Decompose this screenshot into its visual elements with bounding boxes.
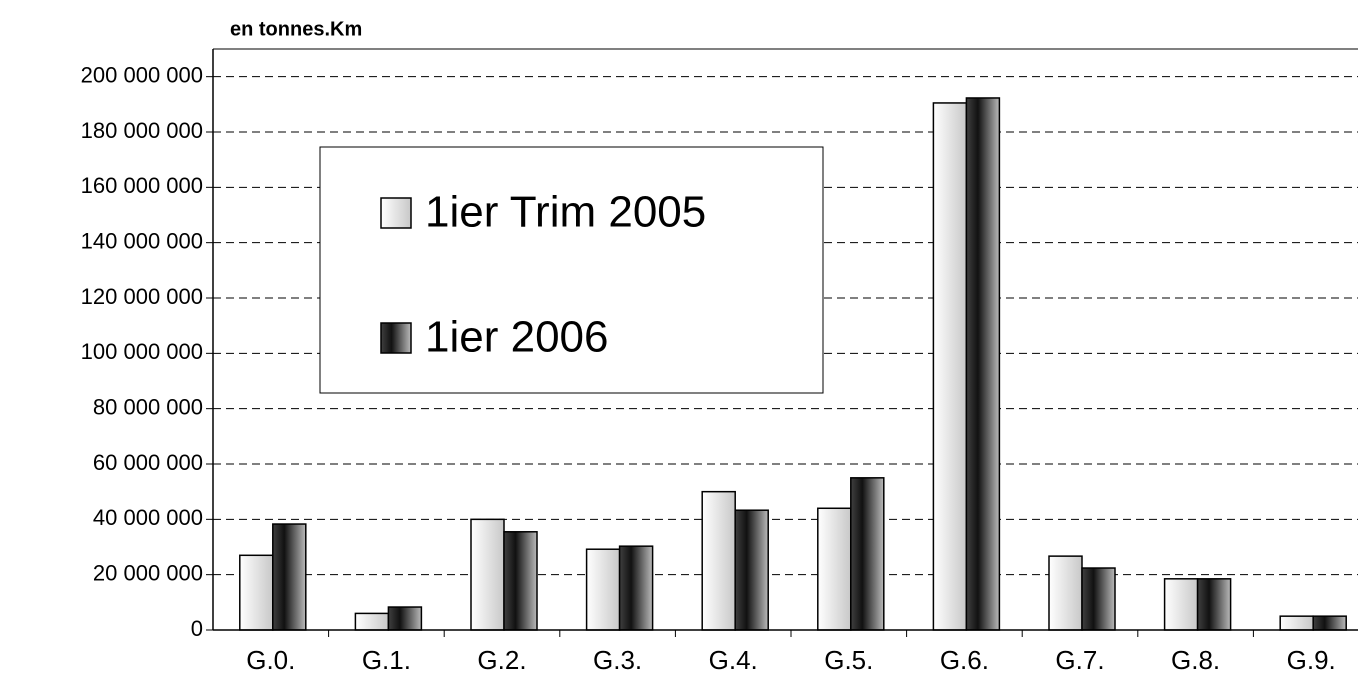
y-tick-label: 20 000 000 xyxy=(93,560,203,585)
legend-swatch xyxy=(380,197,412,229)
bar xyxy=(734,509,769,631)
x-tick-label: G.1. xyxy=(362,645,411,675)
x-tick-label: G.4. xyxy=(709,645,758,675)
x-tick-label: G.6. xyxy=(940,645,989,675)
bar xyxy=(1196,578,1232,631)
y-tick-label: 180 000 000 xyxy=(81,118,203,143)
bar xyxy=(965,97,1001,631)
bar xyxy=(1279,615,1314,631)
x-tick-label: G.9. xyxy=(1287,645,1336,675)
bar xyxy=(585,548,621,631)
y-axis-label: en tonnes.Km xyxy=(230,18,362,40)
bar xyxy=(618,545,654,631)
legend-label: 1ier Trim 2005 xyxy=(425,188,706,237)
x-tick-label: G.7. xyxy=(1055,645,1104,675)
bar xyxy=(387,606,423,631)
legend-label: 1ier 2006 xyxy=(425,313,608,362)
bar xyxy=(1081,567,1116,631)
bar xyxy=(817,507,852,631)
y-tick-label: 0 xyxy=(191,616,203,641)
bar xyxy=(850,477,885,631)
y-tick-label: 40 000 000 xyxy=(93,505,203,530)
bar xyxy=(503,531,538,631)
bar xyxy=(1048,555,1083,631)
bar xyxy=(272,523,307,631)
y-tick-label: 60 000 000 xyxy=(93,450,203,475)
bar xyxy=(701,490,736,631)
legend-swatch xyxy=(380,322,412,354)
bar xyxy=(239,554,274,631)
x-tick-label: G.8. xyxy=(1171,645,1220,675)
bar xyxy=(932,102,968,631)
y-tick-label: 80 000 000 xyxy=(93,394,203,419)
y-tick-label: 140 000 000 xyxy=(81,228,203,253)
bar xyxy=(354,612,390,631)
bar xyxy=(1312,615,1347,631)
y-tick-label: 160 000 000 xyxy=(81,173,203,198)
bar xyxy=(1163,578,1199,631)
x-tick-label: G.3. xyxy=(593,645,642,675)
y-tick-label: 120 000 000 xyxy=(81,284,203,309)
y-tick-label: 100 000 000 xyxy=(81,339,203,364)
bar xyxy=(470,518,505,631)
x-tick-label: G.5. xyxy=(824,645,873,675)
y-tick-label: 200 000 000 xyxy=(81,62,203,87)
x-tick-label: G.2. xyxy=(477,645,526,675)
x-tick-label: G.0. xyxy=(246,645,295,675)
